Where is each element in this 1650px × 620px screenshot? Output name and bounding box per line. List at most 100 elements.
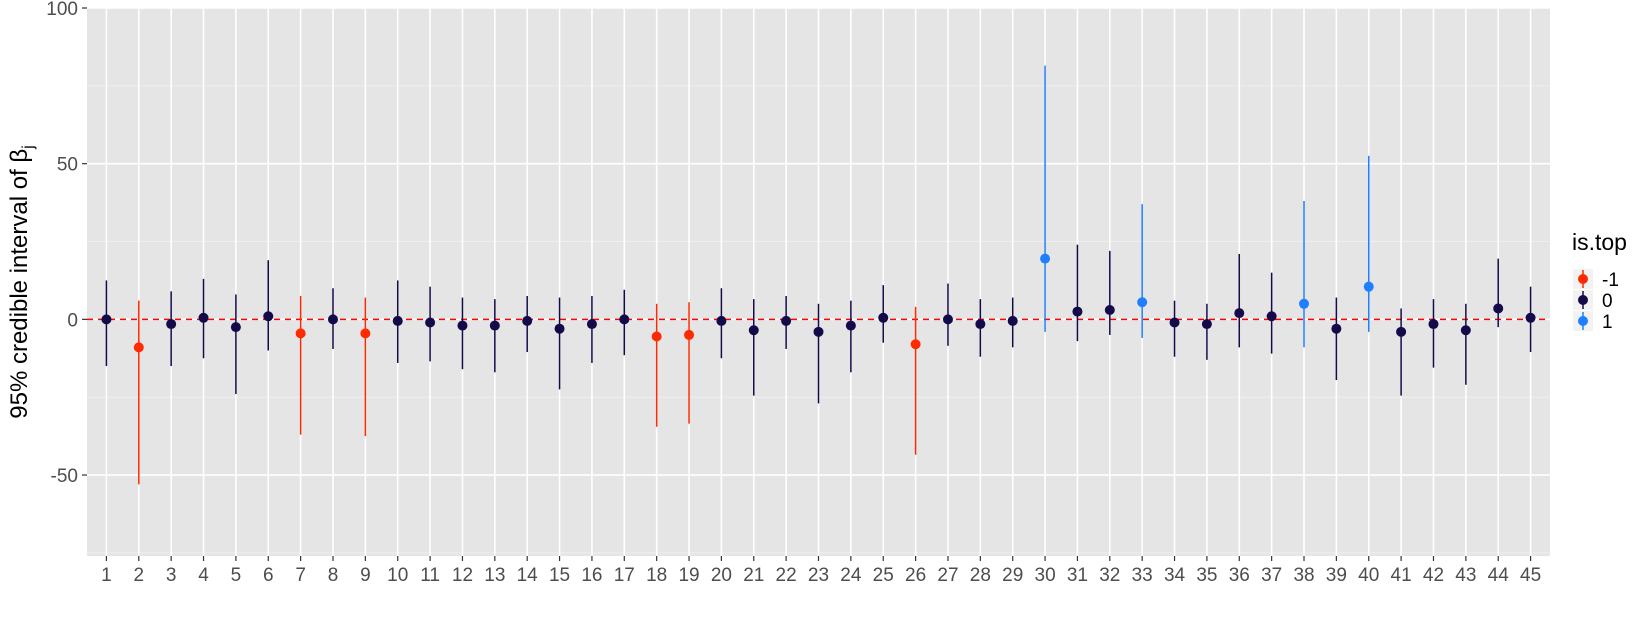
point-estimate <box>586 319 597 330</box>
x-tick-label: 33 <box>1132 565 1153 586</box>
x-tick-label: 6 <box>263 565 274 586</box>
interval-42 <box>1428 299 1439 368</box>
point-estimate <box>1201 319 1212 330</box>
point-estimate <box>651 331 662 342</box>
point-estimate <box>1137 297 1148 308</box>
x-tick-label: 11 <box>420 565 440 586</box>
legend-key-point <box>1578 295 1588 305</box>
point-estimate <box>684 329 695 340</box>
x-tick-label: 34 <box>1164 565 1186 586</box>
interval-21 <box>748 299 759 396</box>
x-tick-label: 31 <box>1067 565 1088 586</box>
x-tick-label: 24 <box>840 565 862 586</box>
point-estimate <box>327 314 338 325</box>
y-tick-label: -50 <box>51 466 78 487</box>
point-estimate <box>878 312 889 323</box>
point-estimate <box>457 320 468 331</box>
interval-14 <box>522 296 533 353</box>
point-estimate <box>489 320 500 331</box>
x-tick-label: 35 <box>1196 565 1217 586</box>
interval-31 <box>1072 244 1083 342</box>
x-tick-label: 19 <box>678 565 699 586</box>
point-estimate <box>845 320 856 331</box>
point-estimate <box>1525 312 1536 323</box>
point-estimate <box>813 326 824 337</box>
point-estimate <box>263 311 274 322</box>
x-tick-label: 45 <box>1520 565 1541 586</box>
x-tick-label: 23 <box>808 565 829 586</box>
point-estimate <box>198 312 209 323</box>
point-estimate <box>748 325 759 336</box>
interval-32 <box>1104 250 1115 335</box>
interval-25 <box>878 285 889 343</box>
x-tick-label: 29 <box>1002 565 1023 586</box>
interval-2 <box>133 300 144 485</box>
x-tick-label: 9 <box>360 565 371 586</box>
interval-43 <box>1460 303 1471 385</box>
grid-major <box>87 7 1550 556</box>
point-estimate <box>1169 317 1180 328</box>
point-estimate <box>1460 325 1471 336</box>
point-estimate <box>360 328 371 339</box>
x-tick-label: 4 <box>198 565 209 586</box>
x-tick-label: 20 <box>711 565 732 586</box>
interval-23 <box>813 303 824 404</box>
y-tick-label: 100 <box>46 0 78 20</box>
legend-entry: -1 <box>1573 269 1619 291</box>
point-estimate <box>619 314 630 325</box>
x-tick-label: 1 <box>101 565 112 586</box>
x-tick-label: 40 <box>1358 565 1379 586</box>
y-axis-title: 95% credible interval of βj <box>6 145 37 419</box>
x-tick-label: 5 <box>231 565 242 586</box>
legend-label: 1 <box>1602 312 1613 333</box>
interval-17 <box>619 289 630 356</box>
x-tick-label: 28 <box>970 565 991 586</box>
point-estimate <box>781 315 792 326</box>
x-tick-label: 7 <box>295 565 306 586</box>
point-estimate <box>1072 306 1083 317</box>
interval-8 <box>327 288 338 349</box>
x-tick-label: 21 <box>743 565 764 586</box>
x-tick-label: 8 <box>328 565 339 586</box>
x-tick-label: 42 <box>1423 565 1444 586</box>
x-tick-label: 16 <box>581 565 602 586</box>
point-estimate <box>1234 308 1245 319</box>
interval-36 <box>1234 253 1245 348</box>
interval-35 <box>1201 303 1212 360</box>
interval-29 <box>1007 297 1018 348</box>
point-estimate <box>133 342 144 353</box>
point-estimate <box>392 315 403 326</box>
legend-title: is.top <box>1572 229 1627 255</box>
x-tick-label: 13 <box>484 565 505 586</box>
interval-16 <box>586 296 597 363</box>
legend-label: -1 <box>1602 270 1619 291</box>
point-estimate <box>554 323 565 334</box>
point-estimate <box>975 319 986 330</box>
x-tick-label: 26 <box>905 565 926 586</box>
x-tick-label: 44 <box>1488 565 1510 586</box>
interval-24 <box>845 300 856 373</box>
point-estimate <box>1396 326 1407 337</box>
interval-4 <box>198 278 209 359</box>
interval-39 <box>1331 297 1342 381</box>
x-axis: 1 2 3 4 5 6 7 8 9 10 11 12 13 14 15 16 17 18 19 20 21 22 23 24 2… <box>101 556 1541 586</box>
x-tick-label: 32 <box>1099 565 1120 586</box>
interval-9 <box>360 297 371 437</box>
y-tick-label: 50 <box>57 155 78 176</box>
x-tick-label: 36 <box>1229 565 1250 586</box>
interval-38 <box>1299 201 1310 348</box>
interval-series <box>101 65 1536 485</box>
y-tick-label: 0 <box>67 310 78 331</box>
point-estimate <box>230 322 241 333</box>
x-tick-label: 25 <box>873 565 894 586</box>
interval-10 <box>392 280 403 363</box>
interval-19 <box>684 302 695 424</box>
interval-40 <box>1363 155 1374 332</box>
legend-entry: 1 <box>1573 311 1613 333</box>
point-estimate <box>716 315 727 326</box>
x-tick-label: 15 <box>549 565 570 586</box>
interval-1 <box>101 280 112 367</box>
interval-5 <box>230 294 241 395</box>
point-estimate <box>522 315 533 326</box>
